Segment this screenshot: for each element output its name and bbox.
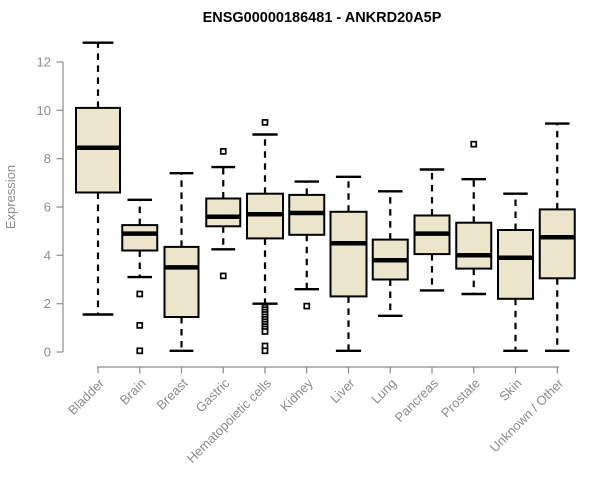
category-label: Pancreas: [392, 375, 442, 425]
y-tick-label: 10: [37, 103, 51, 118]
y-tick-label: 8: [44, 151, 51, 166]
box: [497, 229, 534, 300]
outlier-point: [219, 148, 227, 155]
category-label: Unknown / Other: [487, 375, 567, 455]
category-label: Brain: [117, 376, 149, 408]
box: [455, 221, 493, 270]
category-label: Lung: [368, 376, 399, 407]
outlier-point: [261, 119, 269, 126]
category-label: Bladder: [65, 375, 108, 418]
box: [205, 197, 242, 228]
category-label: Breast: [153, 375, 190, 412]
y-axis-label: Expression: [3, 165, 18, 229]
outlier-point: [219, 272, 227, 280]
box: [329, 210, 368, 298]
outlier-point: [136, 347, 144, 355]
outlier-point: [261, 328, 269, 335]
y-tick-label: 4: [44, 248, 51, 263]
category-label: Prostate: [438, 376, 483, 421]
y-tick-label: 0: [44, 345, 51, 360]
outlier-point: [136, 290, 144, 298]
y-tick-label: 6: [44, 200, 51, 215]
category-label: Liver: [327, 375, 358, 406]
box: [163, 245, 200, 318]
box: [538, 208, 576, 280]
outlier-point: [136, 322, 144, 329]
category-label: Skin: [496, 376, 524, 404]
category-label: Gastric: [193, 375, 233, 415]
box: [75, 106, 121, 194]
box: [121, 224, 159, 252]
outlier-point: [303, 302, 311, 310]
y-tick-label: 2: [44, 296, 51, 311]
outlier-point: [470, 140, 478, 148]
chart-title: ENSG00000186481 - ANKRD20A5P: [203, 10, 442, 26]
category-label: Kidney: [277, 375, 316, 414]
y-tick-label: 12: [37, 55, 51, 70]
outlier-point: [261, 347, 269, 355]
